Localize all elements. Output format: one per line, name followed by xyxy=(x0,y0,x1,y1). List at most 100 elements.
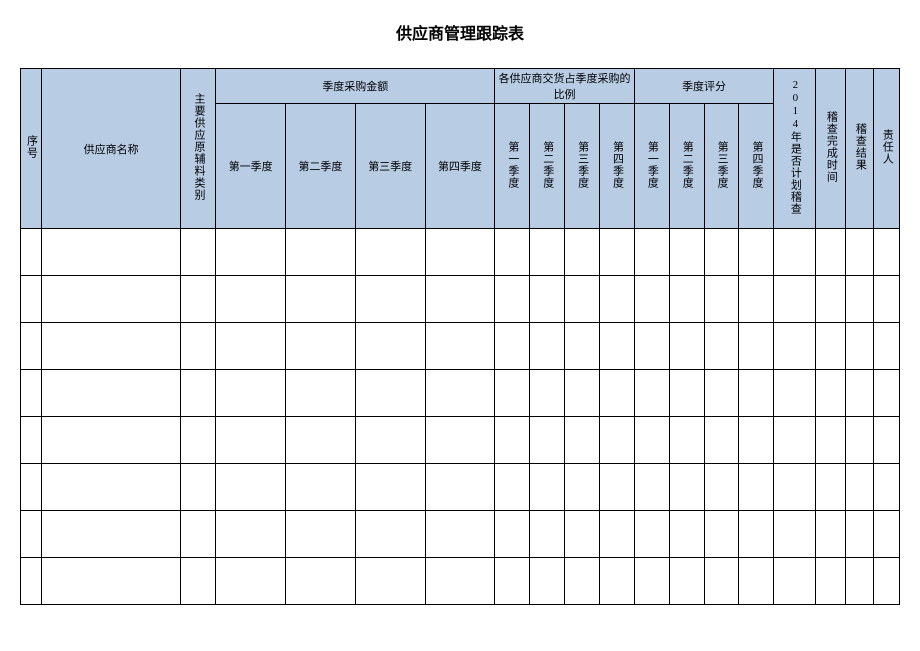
table-body xyxy=(21,229,900,605)
table-cell xyxy=(181,417,216,464)
table-cell xyxy=(704,417,739,464)
table-cell xyxy=(286,370,356,417)
table-cell xyxy=(874,511,900,558)
table-cell xyxy=(846,511,874,558)
table-cell xyxy=(41,276,181,323)
table-cell xyxy=(495,276,530,323)
table-cell xyxy=(599,558,634,605)
col-amt-q1: 第一季度 xyxy=(216,104,286,229)
col-score-q3: 第三季度 xyxy=(704,104,739,229)
table-cell xyxy=(874,417,900,464)
col-ratio-q3: 第三季度 xyxy=(565,104,600,229)
col-responsible: 责任人 xyxy=(874,69,900,229)
col-score-q1: 第一季度 xyxy=(634,104,669,229)
table-cell xyxy=(286,276,356,323)
table-cell xyxy=(425,276,495,323)
table-cell xyxy=(874,370,900,417)
table-cell xyxy=(704,323,739,370)
table-cell xyxy=(216,511,286,558)
table-cell xyxy=(495,464,530,511)
table-cell xyxy=(181,323,216,370)
table-cell xyxy=(599,323,634,370)
table-cell xyxy=(565,323,600,370)
table-cell xyxy=(739,464,774,511)
table-cell xyxy=(286,464,356,511)
table-cell xyxy=(774,370,816,417)
table-cell xyxy=(704,511,739,558)
table-cell xyxy=(286,511,356,558)
table-cell xyxy=(634,464,669,511)
table-cell xyxy=(739,558,774,605)
table-cell xyxy=(565,229,600,276)
col-ratio-q2: 第二季度 xyxy=(530,104,565,229)
table-cell xyxy=(425,370,495,417)
table-cell xyxy=(846,464,874,511)
table-cell xyxy=(181,276,216,323)
col-group-ratio: 各供应商交货占季度采购的比例 xyxy=(495,69,635,104)
table-cell xyxy=(181,558,216,605)
table-row xyxy=(21,370,900,417)
table-cell xyxy=(181,464,216,511)
col-score-q2: 第二季度 xyxy=(669,104,704,229)
table-cell xyxy=(181,229,216,276)
col-amt-q2: 第二季度 xyxy=(286,104,356,229)
col-plan-audit: 2014年是否计划稽查 xyxy=(774,69,816,229)
table-cell xyxy=(355,464,425,511)
table-cell xyxy=(634,511,669,558)
table-cell xyxy=(21,276,42,323)
table-cell xyxy=(565,417,600,464)
table-cell xyxy=(41,464,181,511)
table-cell xyxy=(425,511,495,558)
table-cell xyxy=(774,276,816,323)
table-cell xyxy=(599,511,634,558)
table-cell xyxy=(599,464,634,511)
table-cell xyxy=(355,511,425,558)
table-cell xyxy=(216,370,286,417)
table-cell xyxy=(216,323,286,370)
table-cell xyxy=(739,370,774,417)
col-group-score: 季度评分 xyxy=(634,69,774,104)
table-cell xyxy=(599,276,634,323)
table-cell xyxy=(21,511,42,558)
col-supplier-name: 供应商名称 xyxy=(41,69,181,229)
table-cell xyxy=(874,276,900,323)
table-cell xyxy=(634,370,669,417)
supplier-tracking-table: 序号 供应商名称 主要供应原辅料类别 季度采购金额 各供应商交货占季度采购的比例… xyxy=(20,68,900,605)
table-cell xyxy=(739,229,774,276)
table-cell xyxy=(634,276,669,323)
table-cell xyxy=(286,323,356,370)
table-cell xyxy=(216,417,286,464)
table-cell xyxy=(425,417,495,464)
table-cell xyxy=(181,511,216,558)
table-row xyxy=(21,464,900,511)
table-cell xyxy=(669,276,704,323)
table-cell xyxy=(816,229,846,276)
table-cell xyxy=(355,229,425,276)
table-cell xyxy=(21,558,42,605)
table-cell xyxy=(669,370,704,417)
col-ratio-q4: 第四季度 xyxy=(599,104,634,229)
table-cell xyxy=(41,417,181,464)
table-cell xyxy=(704,229,739,276)
table-cell xyxy=(355,558,425,605)
table-row xyxy=(21,511,900,558)
table-cell xyxy=(704,370,739,417)
table-cell xyxy=(704,276,739,323)
table-cell xyxy=(816,511,846,558)
table-cell xyxy=(846,323,874,370)
table-cell xyxy=(816,276,846,323)
table-header: 序号 供应商名称 主要供应原辅料类别 季度采购金额 各供应商交货占季度采购的比例… xyxy=(21,69,900,229)
table-cell xyxy=(874,558,900,605)
col-amt-q3: 第三季度 xyxy=(355,104,425,229)
table-cell xyxy=(41,558,181,605)
table-cell xyxy=(846,229,874,276)
table-cell xyxy=(21,229,42,276)
table-cell xyxy=(846,370,874,417)
table-cell xyxy=(634,417,669,464)
table-row xyxy=(21,417,900,464)
table-cell xyxy=(565,276,600,323)
table-cell xyxy=(774,511,816,558)
table-cell xyxy=(565,558,600,605)
table-cell xyxy=(530,464,565,511)
table-row xyxy=(21,323,900,370)
